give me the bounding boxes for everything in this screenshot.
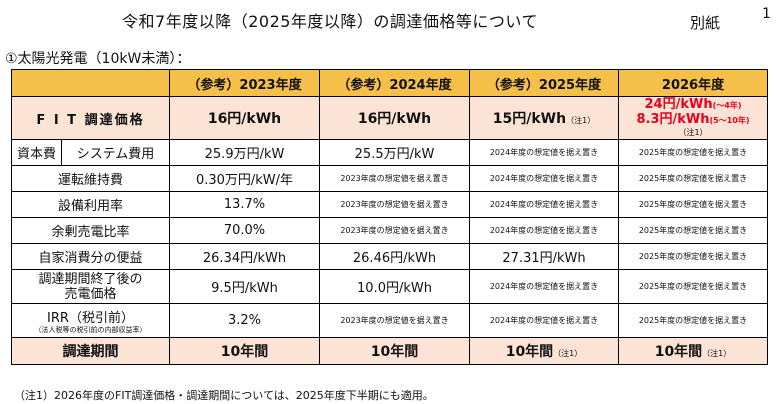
capital-cost-group-label: 資本費 [11,139,62,166]
page-title: 令和7年度以降（2025年度以降）の調達価格等について [122,12,538,31]
capacity-factor-2025: 2024年度の想定値を据え置き [469,191,619,218]
fit-price-2025-value: 15円/kWh [492,111,567,127]
period-2025: 10年間（注1） [469,337,619,365]
fit-price-2023: 16円/kWh [169,96,320,140]
om-cost-2024: 2023年度の想定値を据え置き [319,165,470,192]
surplus-ratio-2024: 2023年度の想定値を据え置き [319,217,470,244]
header-2026: 2026年度 [618,69,768,97]
header-blank-cell [11,69,170,97]
header-2023: （参考）2023年度 [169,69,320,97]
surplus-ratio-2023: 70.0% [169,217,320,244]
period-2026: 10年間（注1） [618,337,768,365]
capacity-factor-2024: 2023年度の想定値を据え置き [319,191,470,218]
period-2024: 10年間 [319,337,470,365]
post-period-price-2023: 9.5円/kWh [169,269,320,304]
table-row: 余剰売電比率 70.0% 2023年度の想定値を据え置き 2024年度の想定値を… [11,217,768,244]
capital-cost-row: 資本費 システム費用 25.9万円/kW 25.5万円/kW 2024年度の想定… [11,139,768,166]
post-period-price-row: 調達期間終了後の 売電価格 9.5円/kWh 10.0円/kWh 2024年度の… [11,269,768,304]
fit-price-2026-line2: 8.3円/kWh(5～10年) [636,112,750,127]
system-cost-2026: 2025年度の想定値を据え置き [618,139,768,166]
irr-2025: 2024年度の想定値を据え置き [469,303,619,338]
irr-label: IRR（税引前） （法人税等の税引前の内部収益率） [11,303,170,338]
fit-price-2026: 24円/kWh(～4年) 8.3円/kWh(5～10年) （注1） [618,96,768,140]
irr-2026: 2025年度の想定値を据え置き [618,303,768,338]
self-consumption-label: 自家消費分の便益 [11,243,170,270]
surplus-ratio-label: 余剰売電比率 [11,217,170,244]
fit-price-2024: 16円/kWh [319,96,470,140]
self-consumption-2025: 27.31円/kWh [469,243,619,270]
om-cost-2026: 2025年度の想定値を据え置き [618,165,768,192]
fit-price-2025: 15円/kWh（注1） [469,96,619,140]
fit-price-2025-note: （注1） [566,116,596,125]
period-label: 調達期間 [11,337,170,365]
self-consumption-2024: 26.46円/kWh [319,243,470,270]
system-cost-2025: 2024年度の想定値を据え置き [469,139,619,166]
post-period-price-2026: 2025年度の想定値を据え置き [618,269,768,304]
fit-price-2026-line1: 24円/kWh(～4年) [644,97,742,112]
period-2026-note: （注1） [702,349,732,358]
om-cost-2025: 2024年度の想定値を据え置き [469,165,619,192]
period-2025-note: （注1） [553,349,583,358]
fit-price-label: F I T 調達価格 [11,96,170,140]
footnote: （注1）2026年度のFIT調達価格・調達期間については、2025年度下半期にも… [14,389,434,402]
irr-2024: 2023年度の想定値を据え置き [319,303,470,338]
post-period-price-2025: 2024年度の想定値を据え置き [469,269,619,304]
header-2025: （参考）2025年度 [469,69,619,97]
post-period-price-2024: 10.0円/kWh [319,269,470,304]
header-2024: （参考）2024年度 [319,69,470,97]
capacity-factor-2026: 2025年度の想定値を据え置き [618,191,768,218]
om-cost-2023: 0.30万円/kW/年 [169,165,320,192]
table-row: 設備利用率 13.7% 2023年度の想定値を据え置き 2024年度の想定値を据… [11,191,768,218]
system-cost-label: システム費用 [61,139,170,166]
self-consumption-2023: 26.34円/kWh [169,243,320,270]
irr-row: IRR（税引前） （法人税等の税引前の内部収益率） 3.2% 2023年度の想定… [11,303,768,338]
capacity-factor-label: 設備利用率 [11,191,170,218]
surplus-ratio-2025: 2024年度の想定値を据え置き [469,217,619,244]
system-cost-2023: 25.9万円/kW [169,139,320,166]
om-cost-label: 運転維持費 [11,165,170,192]
table-row: 運転維持費 0.30万円/kW/年 2023年度の想定値を据え置き 2024年度… [11,165,768,192]
annex-label: 別紙 [690,14,721,32]
capacity-factor-2023: 13.7% [169,191,320,218]
table-row: 自家消費分の便益 26.34円/kWh 26.46円/kWh 27.31円/kW… [11,243,768,270]
tariff-table: （参考）2023年度 （参考）2024年度 （参考）2025年度 2026年度 … [11,69,768,365]
surplus-ratio-2026: 2025年度の想定値を据え置き [618,217,768,244]
period-row: 調達期間 10年間 10年間 10年間（注1） 10年間（注1） [11,337,768,365]
period-2023: 10年間 [169,337,320,365]
page-number: 1 [762,6,771,22]
irr-sublabel: （法人税等の税引前の内部収益率） [34,325,147,334]
table-header-row: （参考）2023年度 （参考）2024年度 （参考）2025年度 2026年度 [11,69,768,97]
fit-price-2026-note: （注1） [678,128,708,137]
fit-price-row: F I T 調達価格 16円/kWh 16円/kWh 15円/kWh（注1） 2… [11,96,768,140]
self-consumption-2026: 2025年度の想定値を据え置き [618,243,768,270]
system-cost-2024: 25.5万円/kW [319,139,470,166]
post-period-price-label: 調達期間終了後の 売電価格 [11,269,170,304]
irr-2023: 3.2% [169,303,320,338]
section-label: ①太陽光発電（10kW未満）： [5,51,191,67]
